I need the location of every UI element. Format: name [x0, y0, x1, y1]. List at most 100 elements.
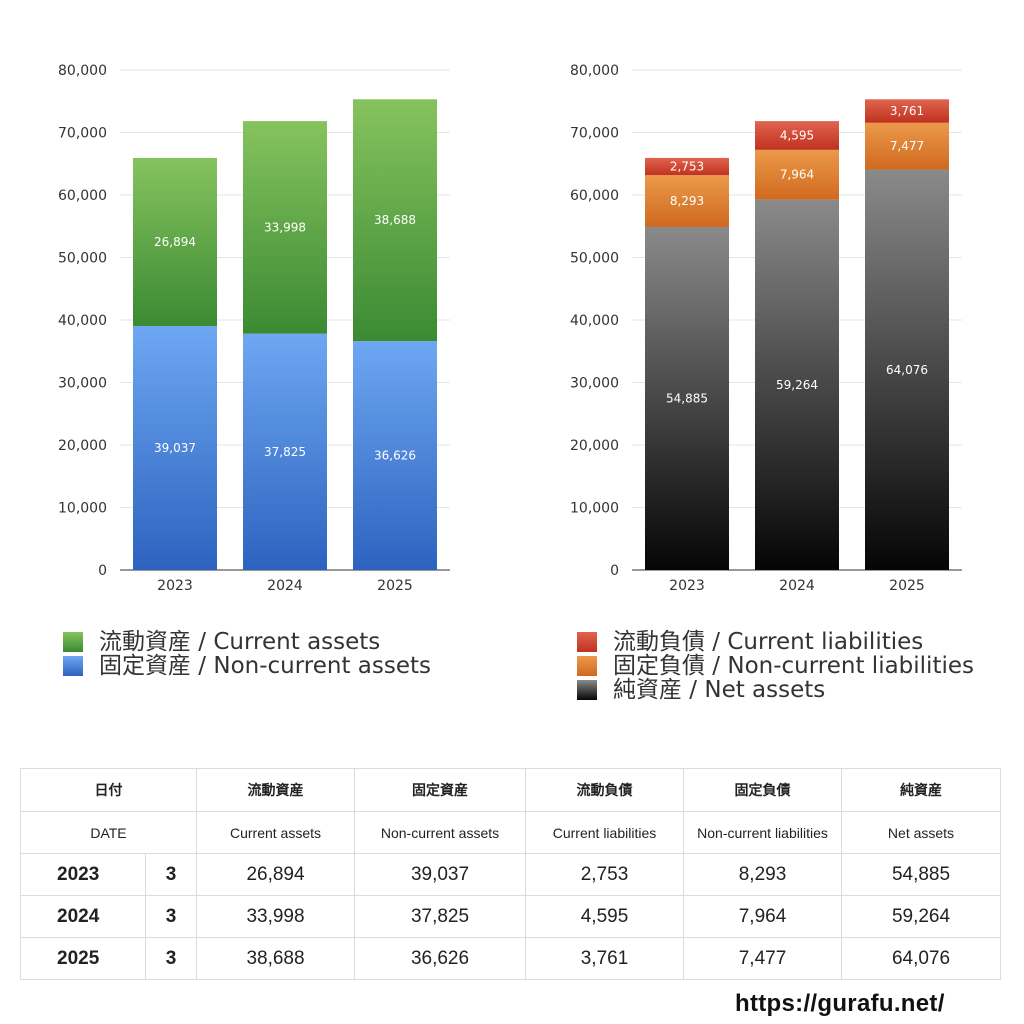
legend-swatch-net-assets — [577, 680, 597, 700]
y-tick-label: 40,000 — [570, 313, 619, 329]
bar-segment — [645, 226, 729, 570]
assets-legend: 流動資産 / Current assets 固定資産 / Non-current… — [63, 630, 431, 678]
y-tick-label: 50,000 — [58, 251, 107, 267]
x-tick-label: 2024 — [779, 578, 815, 594]
table-header-en: Current assets — [196, 811, 355, 854]
table-cell: 8,293 — [683, 853, 842, 896]
legend-item-non-current-liabilities: 固定負債 / Non-current liabilities — [577, 654, 974, 678]
legend-swatch-non-current-liabilities — [577, 656, 597, 676]
table-cell: 39,037 — [354, 853, 526, 896]
table-row: 2025 3 38,688 36,626 3,761 7,477 64,076 — [20, 937, 1001, 980]
table-cell-month: 3 — [145, 895, 197, 938]
table-header-jp: 固定負債 — [683, 768, 842, 812]
table-cell-year: 2024 — [20, 895, 146, 938]
bar-segment — [645, 157, 729, 176]
y-tick-label: 0 — [610, 563, 619, 579]
legend-label-current-liabilities: 流動負債 / Current liabilities — [613, 629, 924, 655]
legend-label-non-current-liabilities: 固定負債 / Non-current liabilities — [613, 653, 974, 679]
y-tick-label: 30,000 — [58, 376, 107, 392]
bar-data-label: 4,595 — [780, 128, 814, 142]
legend-swatch-non-current-assets — [63, 656, 83, 676]
table-header-jp: 固定資産 — [354, 768, 526, 812]
table-cell: 36,626 — [354, 937, 526, 980]
bar-segment — [865, 169, 949, 570]
table-cell: 59,264 — [841, 895, 1001, 938]
legend-item-non-current-assets: 固定資産 / Non-current assets — [63, 654, 431, 678]
table-header-row-en: DATE Current assets Non-current assets C… — [20, 811, 1001, 854]
y-tick-label: 30,000 — [570, 376, 619, 392]
table-cell: 33,998 — [196, 895, 355, 938]
x-tick-label: 2024 — [267, 578, 303, 594]
y-tick-label: 40,000 — [58, 313, 107, 329]
bar-data-label: 38,688 — [374, 213, 416, 227]
table-cell: 64,076 — [841, 937, 1001, 980]
legend-label-net-assets: 純資産 / Net assets — [613, 677, 826, 703]
bar-segment — [755, 121, 839, 150]
y-tick-label: 10,000 — [570, 501, 619, 517]
y-tick-label: 0 — [98, 563, 107, 579]
bar-segment — [645, 175, 729, 227]
y-tick-label: 60,000 — [570, 188, 619, 204]
table-cell: 37,825 — [354, 895, 526, 938]
table-header-en: Non-current liabilities — [683, 811, 842, 854]
bar-data-label: 26,894 — [154, 235, 196, 249]
bar-segment — [353, 99, 437, 342]
table-header-row-jp: 日付 流動資産 固定資産 流動負債 固定負債 純資産 — [20, 768, 1001, 812]
bar-data-label: 36,626 — [374, 449, 416, 463]
x-tick-label: 2025 — [377, 578, 413, 594]
bar-segment — [133, 326, 217, 570]
table-header-en: Net assets — [841, 811, 1001, 854]
table-row: 2024 3 33,998 37,825 4,595 7,964 59,264 — [20, 895, 1001, 938]
bar-data-label: 7,477 — [890, 139, 924, 153]
x-tick-label: 2023 — [669, 578, 705, 594]
bar-segment — [243, 121, 327, 334]
bar-segment — [865, 99, 949, 123]
y-tick-label: 60,000 — [58, 188, 107, 204]
bar-segment — [133, 157, 217, 327]
assets-chart: 0 10,000 20,000 30,000 40,000 50,000 60,000 70,… — [58, 63, 450, 594]
legend-label-current-assets: 流動資産 / Current assets — [99, 629, 381, 655]
legend-swatch-current-assets — [63, 632, 83, 652]
bar-data-label: 54,885 — [666, 391, 708, 405]
y-tick-label: 50,000 — [570, 251, 619, 267]
table-row: 2023 3 26,894 39,037 2,753 8,293 54,885 — [20, 853, 1001, 896]
table-header-jp: 純資産 — [841, 768, 1001, 812]
table-header-jp: 流動負債 — [525, 768, 684, 812]
table-header-date-jp: 日付 — [20, 768, 197, 812]
y-tick-label: 80,000 — [58, 63, 107, 79]
legend-item-current-liabilities: 流動負債 / Current liabilities — [577, 630, 974, 654]
table-cell-year: 2025 — [20, 937, 146, 980]
legend-swatch-current-liabilities — [577, 632, 597, 652]
bar-data-label: 59,264 — [776, 378, 818, 392]
x-tick-label: 2025 — [889, 578, 925, 594]
table-header-en: Current liabilities — [525, 811, 684, 854]
table-cell: 7,964 — [683, 895, 842, 938]
table-cell: 7,477 — [683, 937, 842, 980]
bar-segment — [353, 341, 437, 570]
bar-data-label: 3,761 — [890, 104, 924, 118]
table-cell-year: 2023 — [20, 853, 146, 896]
table-header-date-en: DATE — [20, 811, 197, 854]
bar-data-label: 37,825 — [264, 445, 306, 459]
y-tick-label: 20,000 — [58, 438, 107, 454]
table-cell-month: 3 — [145, 853, 197, 896]
table-cell: 38,688 — [196, 937, 355, 980]
table-header-jp: 流動資産 — [196, 768, 355, 812]
liabilities-legend: 流動負債 / Current liabilities 固定負債 / Non-cu… — [577, 630, 974, 702]
bar-data-label: 64,076 — [886, 363, 928, 377]
table-cell-month: 3 — [145, 937, 197, 980]
table-cell: 4,595 — [525, 895, 684, 938]
table-header-en: Non-current assets — [354, 811, 526, 854]
bar-data-label: 2,753 — [670, 160, 704, 174]
bar-data-label: 8,293 — [670, 194, 704, 208]
y-tick-label: 70,000 — [58, 126, 107, 142]
table-cell: 26,894 — [196, 853, 355, 896]
table-cell: 54,885 — [841, 853, 1001, 896]
bar-data-label: 7,964 — [780, 168, 814, 182]
source-url[interactable]: https://gurafu.net/ — [735, 990, 945, 1017]
bar-data-label: 33,998 — [264, 220, 306, 234]
bar-data-label: 39,037 — [154, 441, 196, 455]
legend-label-non-current-assets: 固定資産 / Non-current assets — [99, 653, 432, 679]
bar-segment — [755, 149, 839, 200]
y-tick-label: 10,000 — [58, 501, 107, 517]
